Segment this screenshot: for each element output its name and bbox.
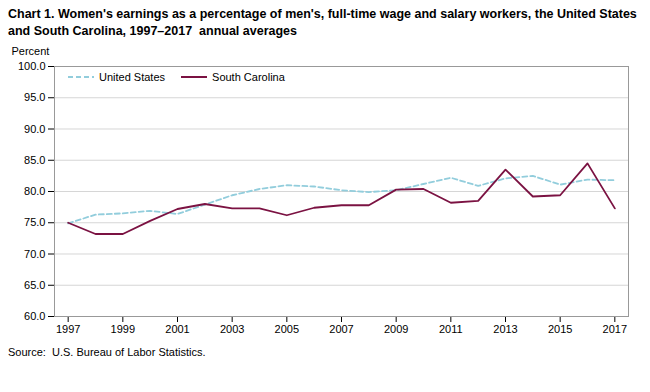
svg-text:95.0: 95.0: [24, 91, 45, 103]
svg-text:2005: 2005: [275, 323, 299, 335]
svg-text:2003: 2003: [220, 323, 244, 335]
svg-text:2013: 2013: [493, 323, 517, 335]
svg-text:2001: 2001: [165, 323, 189, 335]
svg-text:1999: 1999: [111, 323, 135, 335]
svg-text:80.0: 80.0: [24, 185, 45, 197]
svg-text:60.0: 60.0: [24, 310, 45, 322]
svg-text:2007: 2007: [329, 323, 353, 335]
html-text:Source: U.S. Bureau of Labor S: Source: U.S. Bureau of Labor Statistics.: [8, 345, 206, 358]
svg-text:85.0: 85.0: [24, 154, 45, 166]
svg-text:2017: 2017: [603, 323, 627, 335]
svg-text:2015: 2015: [548, 323, 572, 335]
html-text:United States: United States: [99, 70, 165, 83]
svg-text:90.0: 90.0: [24, 122, 45, 134]
svg-text:2009: 2009: [384, 323, 408, 335]
svg-text:2011: 2011: [439, 323, 463, 335]
svg-text:70.0: 70.0: [24, 247, 45, 259]
svg-text:Percent: Percent: [12, 45, 50, 57]
html-text:South Carolina: South Carolina: [212, 70, 285, 83]
svg-text:100.0: 100.0: [18, 60, 46, 72]
svg-text:75.0: 75.0: [24, 216, 45, 228]
svg-text:65.0: 65.0: [24, 279, 45, 291]
html-text:Chart 1. Women's earnings as a: Chart 1. Women's earnings as a percentag…: [8, 7, 641, 38]
svg-text:1997: 1997: [56, 323, 80, 335]
